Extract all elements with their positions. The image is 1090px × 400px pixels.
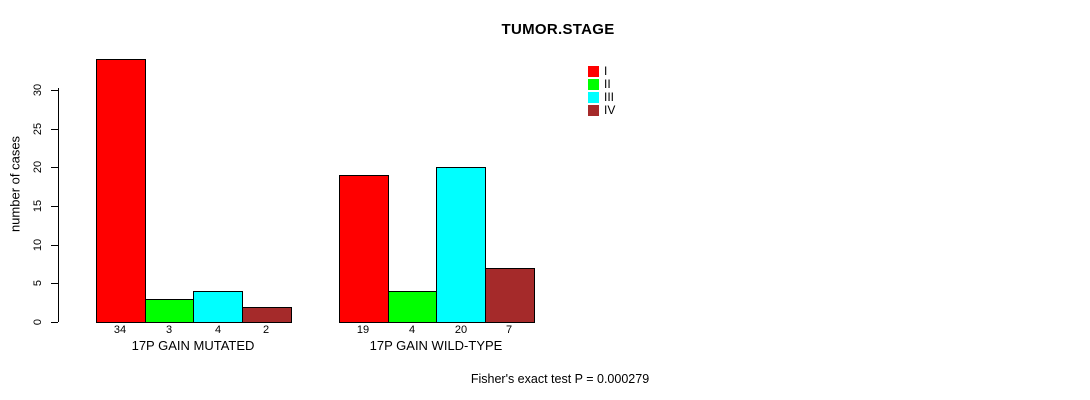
group-label: 17P GAIN WILD-TYPE bbox=[369, 338, 503, 353]
y-tick-label: 25 bbox=[32, 122, 44, 136]
legend-label-iv: IV bbox=[604, 103, 616, 117]
stat-test-note: Fisher's exact test P = 0.000279 bbox=[470, 372, 650, 386]
bar-i-2 bbox=[339, 175, 389, 323]
legend-swatch-iii bbox=[588, 92, 599, 103]
y-tick-mark bbox=[51, 90, 58, 91]
y-tick-label: 5 bbox=[32, 279, 44, 287]
y-tick-label: 10 bbox=[32, 238, 44, 252]
y-tick-mark bbox=[51, 206, 58, 207]
bar-value-label: 20 bbox=[454, 324, 468, 336]
bar-value-label: 7 bbox=[505, 324, 513, 336]
bar-iii-1 bbox=[193, 291, 243, 323]
bar-value-label: 4 bbox=[214, 324, 222, 336]
legend-swatch-i bbox=[588, 66, 599, 77]
legend-label-iii: III bbox=[604, 90, 615, 104]
y-tick-mark bbox=[51, 167, 58, 168]
bar-iv-2 bbox=[485, 268, 535, 323]
legend-label-ii: II bbox=[604, 77, 611, 91]
bar-value-label: 4 bbox=[408, 324, 416, 336]
bar-i-1 bbox=[96, 59, 146, 323]
y-tick-mark bbox=[51, 283, 58, 284]
y-axis-line bbox=[58, 88, 59, 322]
y-axis-label: number of cases bbox=[7, 135, 23, 233]
bar-ii-1 bbox=[145, 299, 195, 323]
group-label: 17P GAIN MUTATED bbox=[131, 338, 255, 353]
y-tick-mark bbox=[51, 322, 58, 323]
y-tick-mark bbox=[51, 245, 58, 246]
legend-swatch-iv bbox=[588, 105, 599, 116]
bar-value-label: 34 bbox=[113, 324, 127, 336]
legend-swatch-ii bbox=[588, 79, 599, 90]
bar-value-label: 19 bbox=[356, 324, 370, 336]
y-tick-mark bbox=[51, 129, 58, 130]
y-tick-label: 0 bbox=[32, 318, 44, 326]
bar-ii-2 bbox=[388, 291, 438, 323]
bar-value-label: 3 bbox=[165, 324, 173, 336]
bar-iii-2 bbox=[436, 167, 486, 323]
bar-iv-1 bbox=[242, 307, 292, 323]
legend-label-i: I bbox=[604, 64, 608, 78]
y-tick-label: 30 bbox=[32, 83, 44, 97]
chart-title: TUMOR.STAGE bbox=[501, 21, 615, 38]
bar-value-label: 2 bbox=[262, 324, 270, 336]
y-tick-label: 15 bbox=[32, 199, 44, 213]
y-tick-label: 20 bbox=[32, 160, 44, 174]
